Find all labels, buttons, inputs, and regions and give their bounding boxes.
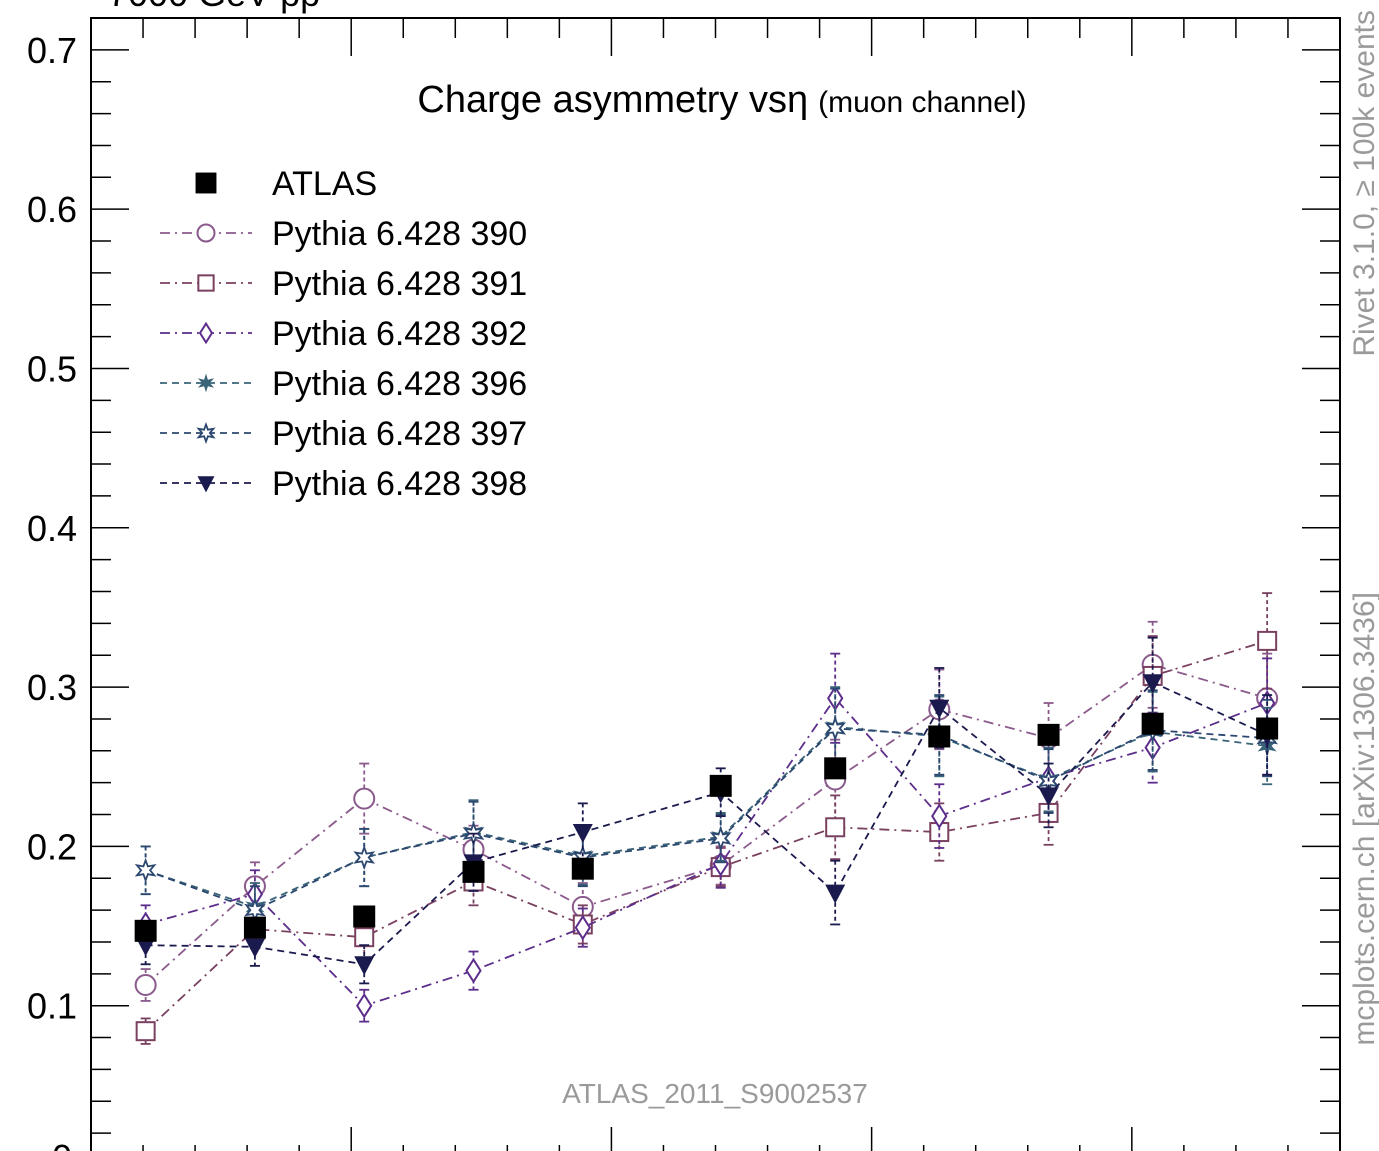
y-tick-label: 0.2 xyxy=(27,826,77,867)
legend-item: Pythia 6.428 396 xyxy=(160,365,527,403)
data-point xyxy=(135,1021,156,1042)
data-point xyxy=(1141,712,1164,735)
series-line xyxy=(145,681,1268,966)
chart-subtitle: (muon channel) xyxy=(818,86,1026,119)
data-point xyxy=(356,992,373,1019)
data-point xyxy=(709,825,732,852)
data-point xyxy=(824,757,847,780)
data-point xyxy=(574,914,591,941)
data-point xyxy=(196,223,216,243)
data-point xyxy=(571,857,594,880)
data-point xyxy=(353,844,376,871)
legend-label: Pythia 6.428 392 xyxy=(272,315,527,353)
data-point xyxy=(929,699,950,719)
series-line xyxy=(144,663,1268,986)
legend-label: ATLAS xyxy=(272,165,377,203)
series-line xyxy=(145,727,1268,912)
data-point xyxy=(1037,723,1060,746)
data-point xyxy=(244,938,265,958)
legend-label: Pythia 6.428 391 xyxy=(272,265,527,303)
chart-title: Charge asymmetry vsη (muon channel) xyxy=(417,79,1026,121)
series-pythia-6-428-391 xyxy=(135,592,1278,1045)
data-point xyxy=(134,973,157,996)
top-left-label: 7000 GeV pp xyxy=(108,0,320,14)
series-pythia-6-428-398 xyxy=(135,636,1278,985)
data-point xyxy=(197,274,215,292)
series-line xyxy=(145,696,1268,1007)
side-label-top: Rivet 3.1.0, ≥ 100k events xyxy=(1348,10,1379,357)
data-point xyxy=(354,956,375,976)
series-line xyxy=(145,725,1268,908)
legend-label: Pythia 6.428 398 xyxy=(272,465,527,503)
y-tick-label: 0.7 xyxy=(27,30,77,71)
legend-item: ATLAS xyxy=(195,165,377,203)
data-point xyxy=(134,857,157,883)
y-tick-label: 0.3 xyxy=(27,667,77,708)
data-point xyxy=(198,321,214,345)
legend-item: Pythia 6.428 397 xyxy=(160,415,527,453)
data-point xyxy=(196,421,216,445)
series-pythia-6-428-392 xyxy=(137,652,1276,1023)
data-point xyxy=(195,172,217,194)
bottom-tick-label: 0 xyxy=(52,1137,72,1151)
analysis-label: ATLAS_2011_S9002537 xyxy=(562,1078,868,1109)
data-point xyxy=(1257,630,1278,651)
y-tick-label: 0.1 xyxy=(27,986,77,1027)
data-point xyxy=(572,824,593,844)
series-pythia-6-428-390 xyxy=(134,620,1279,1002)
legend-item: Pythia 6.428 391 xyxy=(160,265,527,303)
series-line xyxy=(144,640,1268,1032)
series-pythia-6-428-396 xyxy=(136,686,1277,932)
data-point xyxy=(465,957,482,984)
y-tick-label: 0.4 xyxy=(27,508,77,549)
plot-frame xyxy=(90,17,1341,1151)
legend-label: Pythia 6.428 396 xyxy=(272,365,527,403)
data-point xyxy=(1038,787,1059,807)
data-point xyxy=(931,803,948,829)
y-tick-labels: 0.1 0.2 0.3 0.4 0.5 0.6 0.7 xyxy=(27,30,77,1027)
data-point xyxy=(709,774,732,797)
legend-label: Pythia 6.428 397 xyxy=(272,415,527,453)
data-point xyxy=(354,927,375,948)
chart-title-text: Charge asymmetry vs xyxy=(417,79,787,121)
data-point xyxy=(824,715,847,742)
legend-item: Pythia 6.428 392 xyxy=(160,315,527,353)
data-point xyxy=(197,373,215,393)
series-atlas xyxy=(134,712,1279,942)
data-series xyxy=(134,592,1279,1045)
y-tick-label: 0.5 xyxy=(27,348,77,389)
legend: ATLAS Pythia 6.428 390 Pythia 6.428 391 Pyt… xyxy=(160,165,527,503)
data-point xyxy=(243,916,266,939)
data-point xyxy=(197,476,215,493)
legend-item: Pythia 6.428 390 xyxy=(160,215,527,253)
data-point xyxy=(353,905,376,928)
axis-ticks xyxy=(90,17,1341,1151)
data-point xyxy=(135,937,156,957)
legend-item: Pythia 6.428 398 xyxy=(160,465,527,503)
data-point xyxy=(825,884,846,904)
data-point xyxy=(353,787,376,810)
data-point xyxy=(462,860,485,883)
data-point xyxy=(928,725,951,748)
data-point xyxy=(825,817,846,838)
series-pythia-6-428-397 xyxy=(134,687,1279,935)
chart-title-symbol: η xyxy=(787,79,808,121)
data-point xyxy=(1256,717,1279,740)
side-label-bottom: mcplots.cern.ch [arXiv:1306.3436] xyxy=(1348,592,1379,1046)
data-point xyxy=(134,919,157,942)
data-point xyxy=(1142,674,1163,694)
y-tick-label: 0.6 xyxy=(27,189,77,230)
legend-label: Pythia 6.428 390 xyxy=(272,215,527,253)
